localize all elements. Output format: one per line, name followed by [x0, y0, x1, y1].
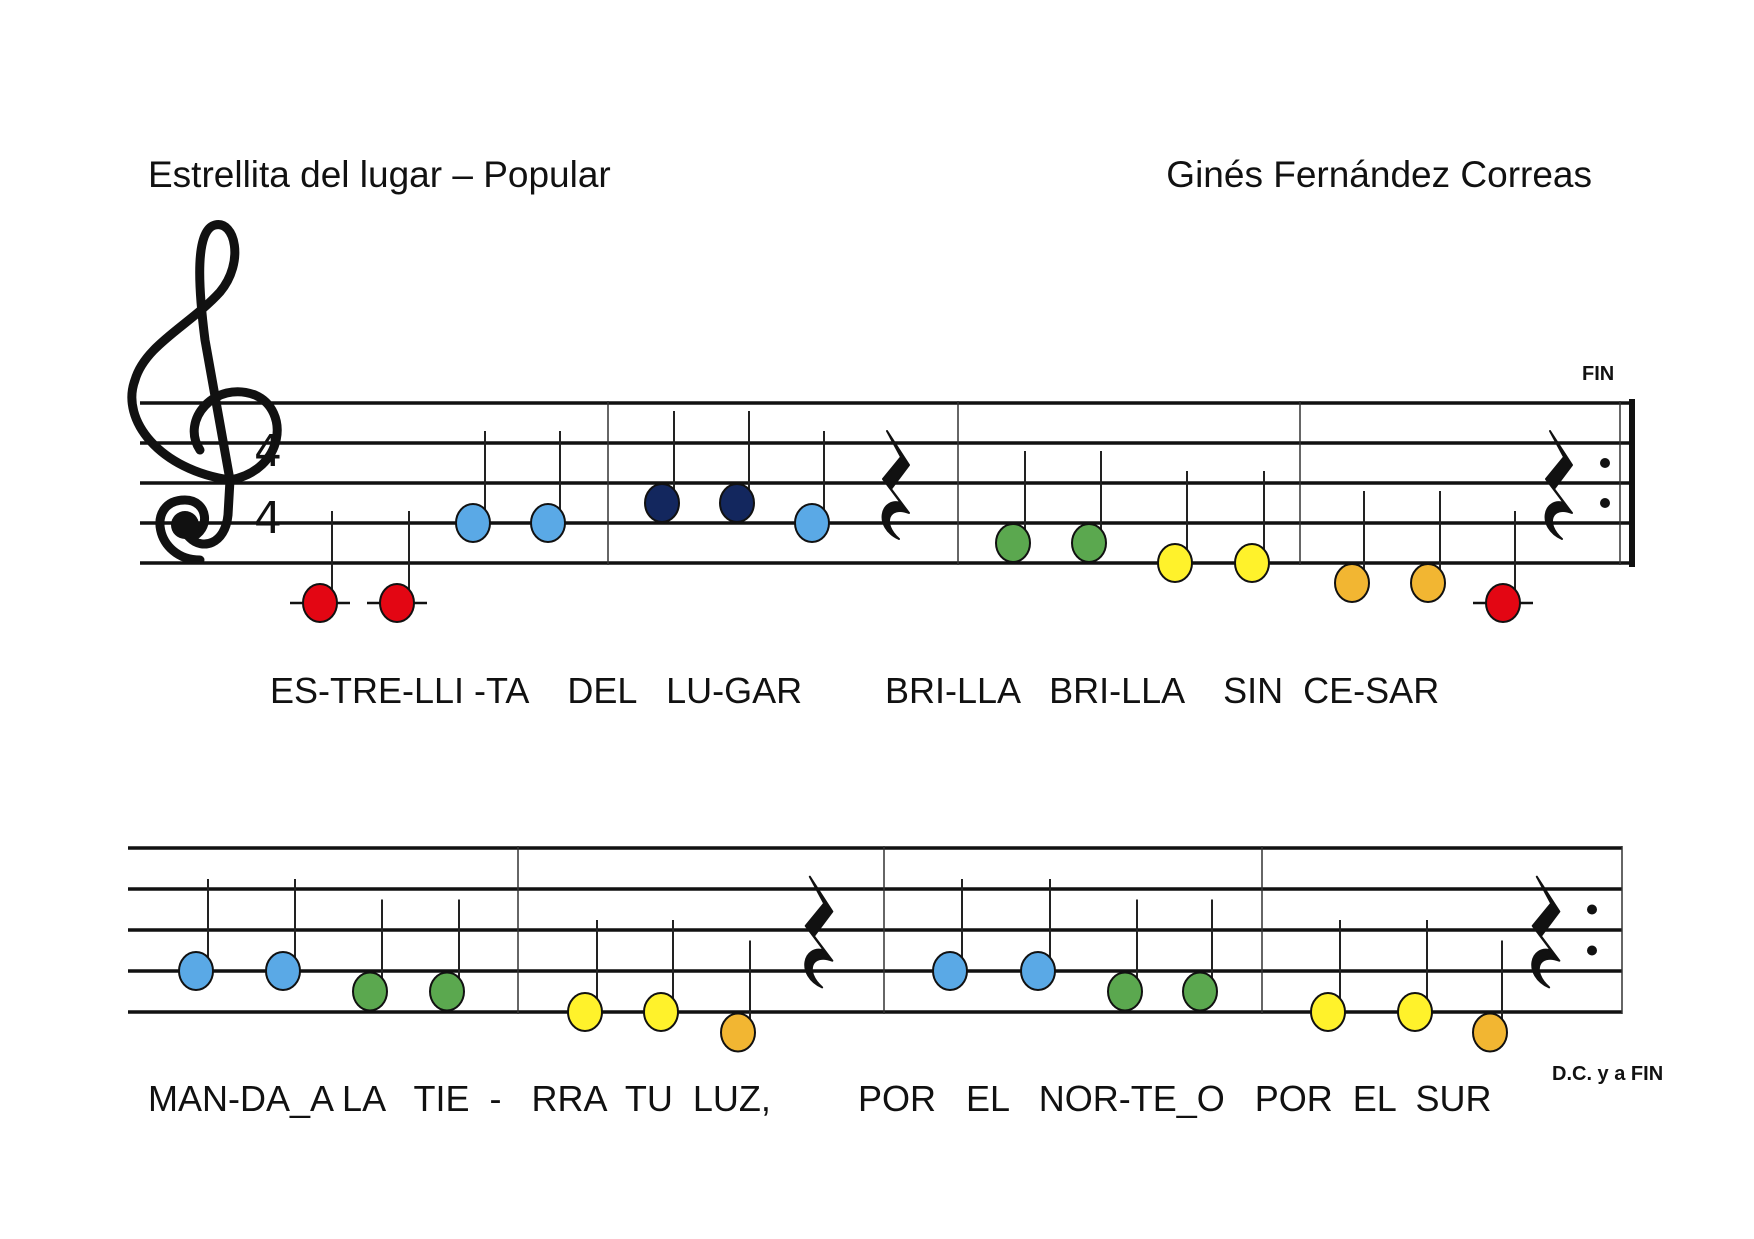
lyrics-line-1-part-2: BRI-LLA BRI-LLA SIN CE-SAR	[885, 670, 1440, 711]
note	[530, 431, 566, 543]
note	[932, 879, 968, 991]
note	[1410, 491, 1446, 603]
note-head	[719, 483, 755, 523]
note-head	[1410, 563, 1446, 603]
note	[644, 411, 680, 523]
note	[719, 411, 755, 523]
note-head	[995, 523, 1031, 563]
time-signature-top: 4	[254, 426, 282, 477]
note	[178, 879, 214, 991]
note-head	[1071, 523, 1107, 563]
note	[290, 511, 350, 623]
note	[429, 899, 465, 1012]
note-head	[379, 583, 415, 623]
note	[1397, 920, 1433, 1032]
note-head	[1157, 543, 1193, 583]
note	[1182, 899, 1218, 1012]
note	[1107, 899, 1143, 1012]
note-head	[352, 971, 388, 1012]
note-head	[1334, 563, 1370, 603]
note-head	[429, 971, 465, 1012]
note	[1157, 471, 1193, 583]
note-head	[1397, 992, 1433, 1032]
note-head	[1234, 543, 1270, 583]
notes-line-1	[290, 411, 1573, 623]
note	[567, 920, 603, 1032]
note	[1473, 511, 1533, 623]
note-head	[178, 951, 214, 991]
note	[794, 431, 830, 543]
quarter-rest-icon	[1544, 430, 1573, 540]
repeat-dot-icon	[1600, 458, 1610, 468]
quarter-rest-icon	[804, 875, 834, 989]
author-name: Ginés Fernández Correas	[1166, 154, 1592, 195]
staff-line-2	[128, 846, 1623, 1014]
note-head	[1472, 1012, 1508, 1053]
note-head	[1485, 583, 1521, 623]
lyrics-line-2-part-1: MAN-DA_A LA TIE - RRA TU LUZ,	[148, 1078, 771, 1119]
note-head	[302, 583, 338, 623]
note-head	[1107, 971, 1143, 1012]
repeat-dot-icon	[1600, 498, 1610, 508]
song-title: Estrellita del lugar – Popular	[148, 154, 611, 195]
note-head	[455, 503, 491, 543]
note	[1334, 491, 1370, 603]
note-head	[932, 951, 968, 991]
note-head	[720, 1012, 756, 1053]
note-head	[1310, 992, 1346, 1032]
repeat-dot-icon	[1587, 904, 1597, 915]
repeat-dot-icon	[1587, 945, 1597, 956]
note	[265, 879, 301, 991]
note	[995, 451, 1031, 563]
note	[1472, 940, 1508, 1053]
note-head	[794, 503, 830, 543]
note	[1020, 879, 1056, 991]
time-signature-bottom: 4	[254, 493, 282, 544]
note-head	[643, 992, 679, 1032]
note-head	[530, 503, 566, 543]
note-head	[1182, 971, 1218, 1012]
note	[720, 940, 756, 1053]
note-head	[644, 483, 680, 523]
notes-line-2	[178, 875, 1561, 1053]
lyrics-line-1-part-1: ES-TRE-LLI -TA DEL LU-GAR	[270, 670, 803, 711]
note	[1071, 451, 1107, 563]
note	[352, 899, 388, 1012]
treble-clef-icon	[127, 220, 282, 565]
note	[643, 920, 679, 1032]
quarter-rest-icon	[881, 430, 910, 540]
note-head	[567, 992, 603, 1032]
note-head	[265, 951, 301, 991]
note	[455, 431, 491, 543]
note-head	[1020, 951, 1056, 991]
lyrics-line-2-part-2: POR EL NOR-TE_O POR EL SUR	[858, 1078, 1492, 1119]
fin-marking: FIN	[1582, 363, 1615, 385]
note	[1234, 471, 1270, 583]
note	[367, 511, 427, 623]
note	[1310, 920, 1346, 1032]
quarter-rest-icon	[1531, 875, 1561, 989]
dc-al-fin-marking: D.C. y a FIN	[1552, 1063, 1664, 1085]
